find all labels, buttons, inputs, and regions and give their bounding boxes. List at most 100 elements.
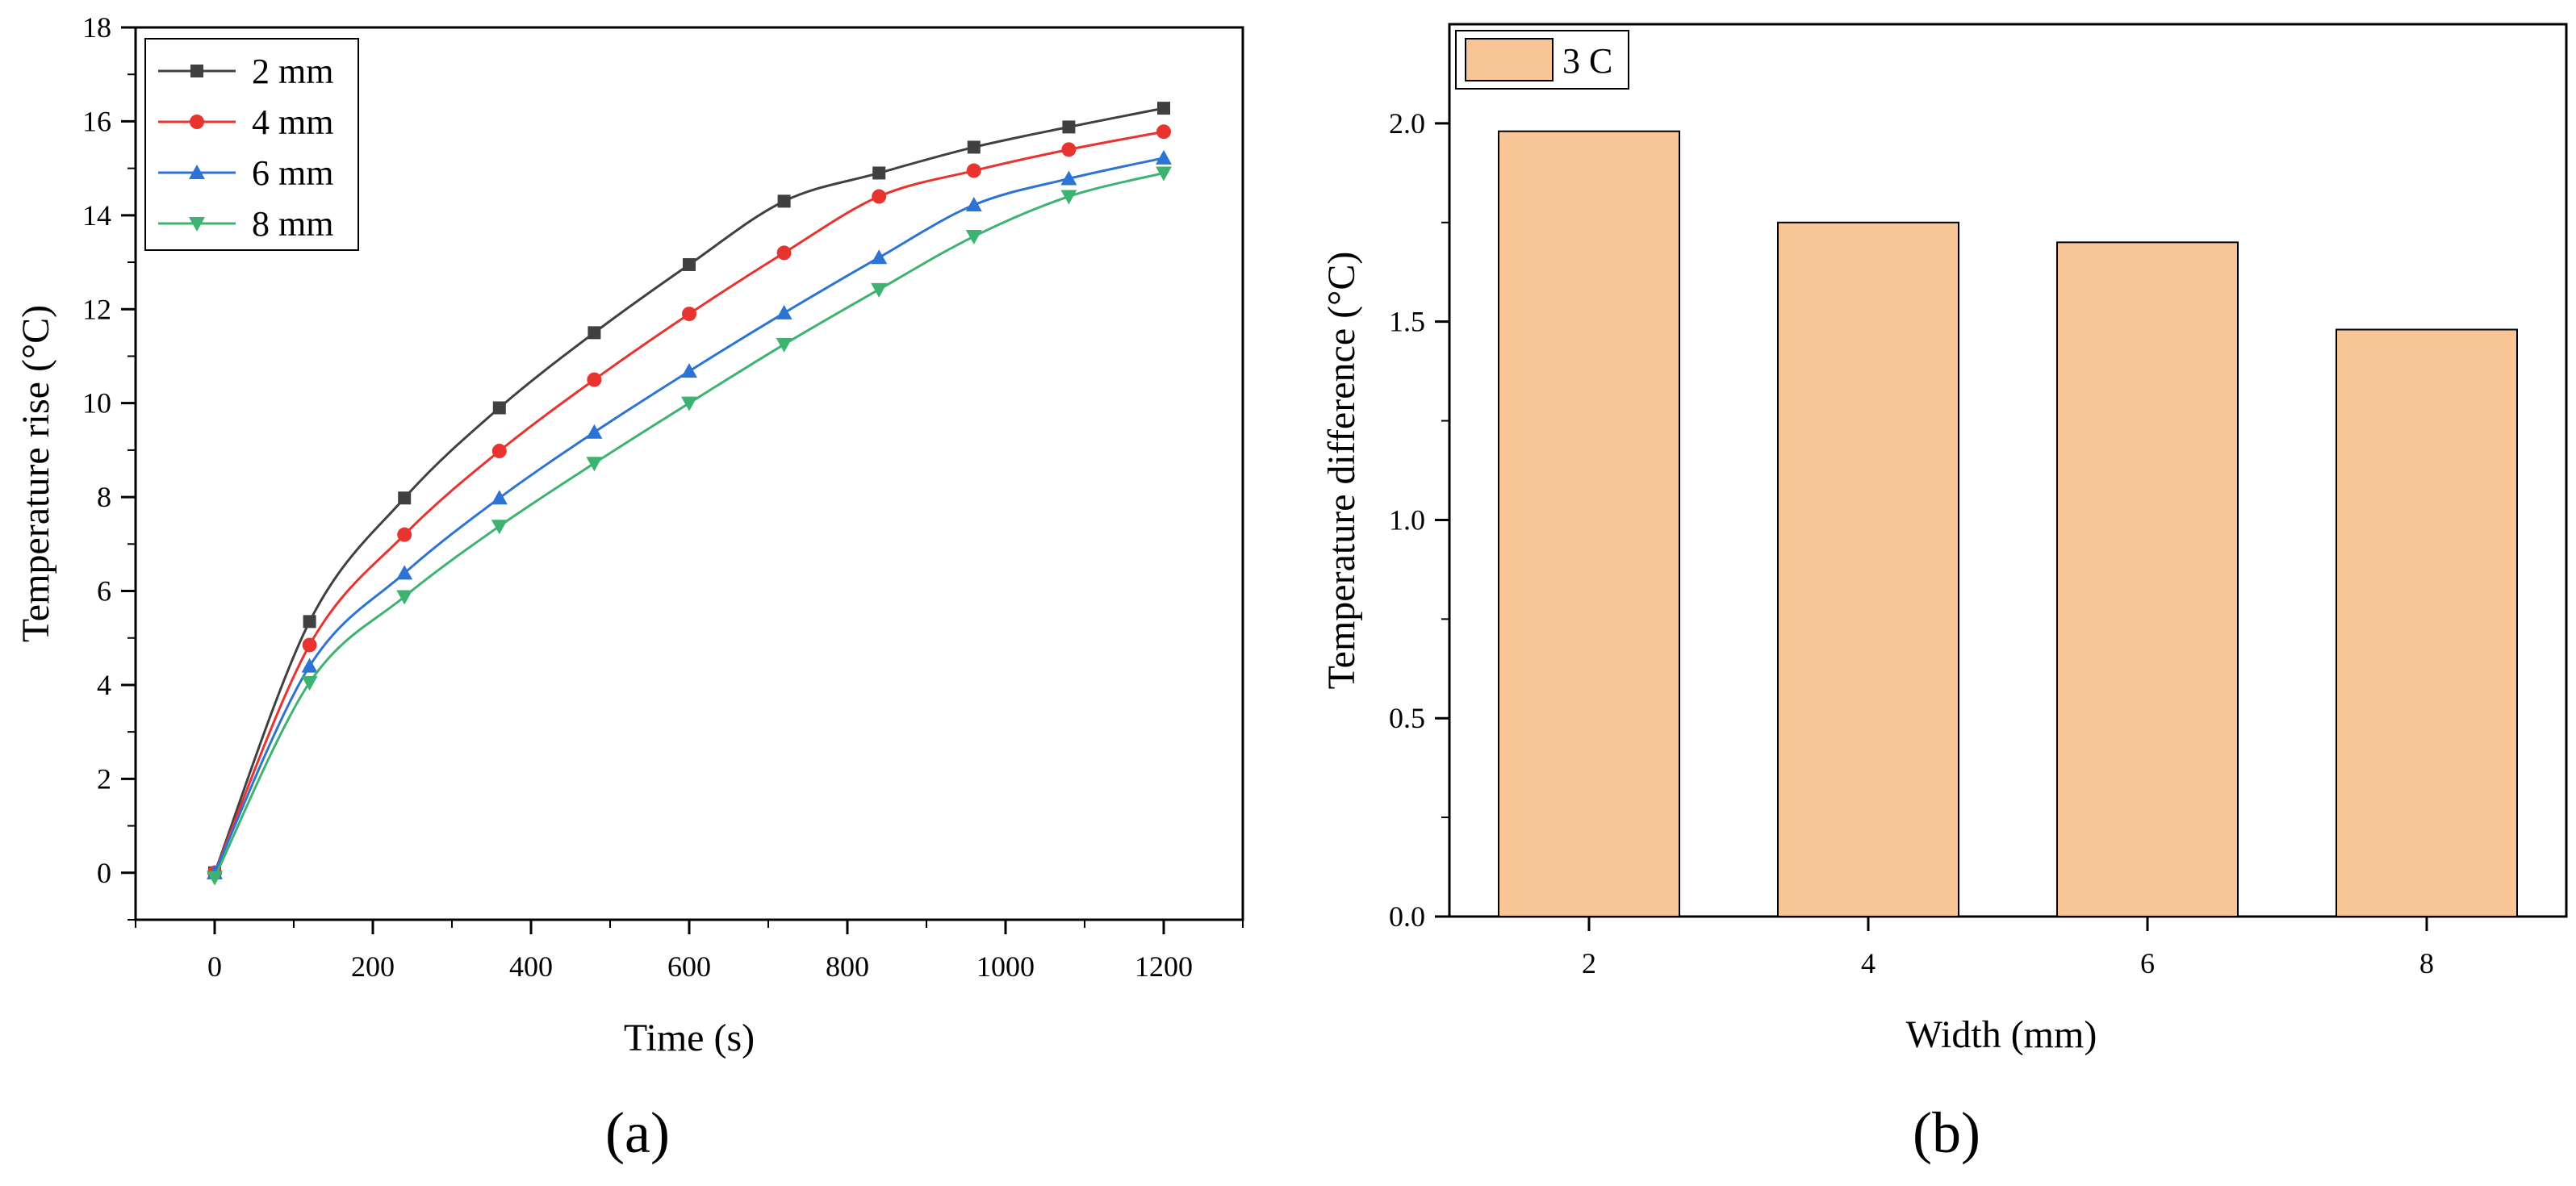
data-point xyxy=(396,565,413,580)
data-point xyxy=(871,249,888,265)
a-y-tick-label: 16 xyxy=(82,105,111,137)
data-point xyxy=(777,194,791,208)
b-x-tick-label: 8 xyxy=(2419,947,2434,979)
a-x-tick-label: 0 xyxy=(207,950,222,983)
data-point xyxy=(872,189,887,204)
a-y-tick-label: 2 xyxy=(97,762,111,795)
data-point xyxy=(301,658,318,673)
data-point xyxy=(871,282,888,298)
data-point xyxy=(492,401,506,415)
a-legend-item: 4 mm xyxy=(158,102,333,142)
data-point xyxy=(588,326,601,340)
data-point xyxy=(397,527,412,542)
b-legend-swatch xyxy=(1465,38,1554,81)
panel-a-label: (a) xyxy=(605,1100,670,1165)
bar-width-2 xyxy=(1498,130,1680,918)
data-point xyxy=(1156,149,1172,165)
panel-a-ticks: 0 200 400 600 800 1000 1200 0 2 4 6 8 10 12 14 16 18 xyxy=(82,11,1244,983)
a-legend-item: 6 mm xyxy=(158,153,333,193)
panel-a-y-axis-title: Temperature rise (°C) xyxy=(15,305,57,642)
a-x-tick-label: 1200 xyxy=(1135,950,1193,983)
series-8-mm xyxy=(207,166,1172,886)
series-2-mm xyxy=(208,102,1170,879)
data-point xyxy=(967,140,981,154)
data-point xyxy=(776,337,792,353)
series-line xyxy=(213,157,1165,874)
series-line xyxy=(213,171,1165,879)
data-point xyxy=(396,590,413,605)
a-y-tick-label: 4 xyxy=(97,669,111,701)
data-point xyxy=(681,363,697,378)
b-x-tick-label: 2 xyxy=(1582,947,1596,979)
panel-b-x-axis-title: Width (mm) xyxy=(1906,1013,2097,1056)
panel-a-x-axis-title: Time (s) xyxy=(624,1017,755,1059)
data-point xyxy=(965,197,982,212)
a-legend-item: 8 mm xyxy=(158,204,333,244)
b-x-tick-label: 6 xyxy=(2140,947,2155,979)
b-legend-label: 3 C xyxy=(1562,41,1612,81)
data-point xyxy=(1156,166,1172,182)
a-y-tick-label: 8 xyxy=(97,481,111,513)
panel-b-label: (b) xyxy=(1913,1100,1980,1165)
data-point xyxy=(776,304,792,319)
data-point xyxy=(491,520,508,535)
panel-b-frame xyxy=(1448,23,2568,918)
bar-width-6 xyxy=(2056,241,2239,918)
b-y-tick-label: 1.5 xyxy=(1389,306,1425,338)
legend-marker xyxy=(190,65,203,77)
data-point xyxy=(207,871,223,886)
legend-marker xyxy=(189,165,205,179)
a-legend-item: 2 mm xyxy=(158,52,333,91)
data-point xyxy=(301,676,318,691)
b-y-tick-label: 0.5 xyxy=(1389,702,1425,734)
panel-b-ticks: 2 4 6 8 0.0 0.5 1.0 1.5 2.0 xyxy=(1389,107,2434,979)
data-point xyxy=(491,490,508,505)
a-y-tick-label: 14 xyxy=(82,199,111,232)
b-x-tick-label: 4 xyxy=(1861,947,1876,979)
a-legend-label: 6 mm xyxy=(252,153,333,193)
data-point xyxy=(1062,120,1076,134)
data-point xyxy=(586,424,603,439)
data-point xyxy=(683,257,696,271)
a-x-tick-label: 600 xyxy=(667,950,711,983)
data-point xyxy=(303,615,316,628)
data-point xyxy=(966,163,981,178)
a-y-tick-label: 6 xyxy=(97,575,111,608)
data-point xyxy=(681,396,697,411)
data-point xyxy=(491,444,507,459)
panel-b-legend: 3 C xyxy=(1455,30,1629,90)
data-point xyxy=(1157,102,1170,115)
a-y-tick-label: 12 xyxy=(82,293,111,325)
data-point xyxy=(587,372,602,387)
a-x-tick-label: 200 xyxy=(351,950,395,983)
legend-marker xyxy=(190,115,204,129)
data-point xyxy=(586,457,603,472)
data-point xyxy=(1156,124,1171,140)
legend-marker xyxy=(189,217,205,232)
panel-a-line-chart: 0 200 400 600 800 1000 1200 0 2 4 6 8 10 12 14 16 18 2 m… xyxy=(15,11,1244,1165)
data-point xyxy=(302,637,317,653)
a-legend-box xyxy=(144,38,359,251)
panel-a-legend: 2 mm 4 mm 6 mm 8 mm xyxy=(144,38,359,251)
a-y-tick-label: 18 xyxy=(82,11,111,44)
data-point xyxy=(1060,170,1077,186)
a-x-tick-label: 800 xyxy=(826,950,869,983)
a-y-tick-label: 0 xyxy=(97,857,111,889)
bar-width-8 xyxy=(2336,328,2518,917)
a-legend-label: 8 mm xyxy=(252,204,333,244)
a-legend-label: 2 mm xyxy=(252,52,333,91)
panel-a-series xyxy=(207,102,1172,886)
panel-b-y-axis-title: Temperature difference (°C) xyxy=(1320,252,1363,690)
a-y-tick-label: 10 xyxy=(82,387,111,420)
a-x-tick-label: 1000 xyxy=(976,950,1035,983)
panel-b-bar-chart: 2 4 6 8 0.0 0.5 1.0 1.5 2.0 3 C Width (mm) Tempe… xyxy=(1320,23,2568,1165)
a-x-tick-label: 400 xyxy=(509,950,553,983)
data-point xyxy=(1060,190,1077,205)
b-y-tick-label: 2.0 xyxy=(1389,107,1425,140)
data-point xyxy=(398,491,412,505)
data-point xyxy=(776,245,792,261)
b-y-tick-label: 1.0 xyxy=(1389,503,1425,536)
data-point xyxy=(1061,142,1077,157)
panel-b-bars xyxy=(1498,130,2518,918)
